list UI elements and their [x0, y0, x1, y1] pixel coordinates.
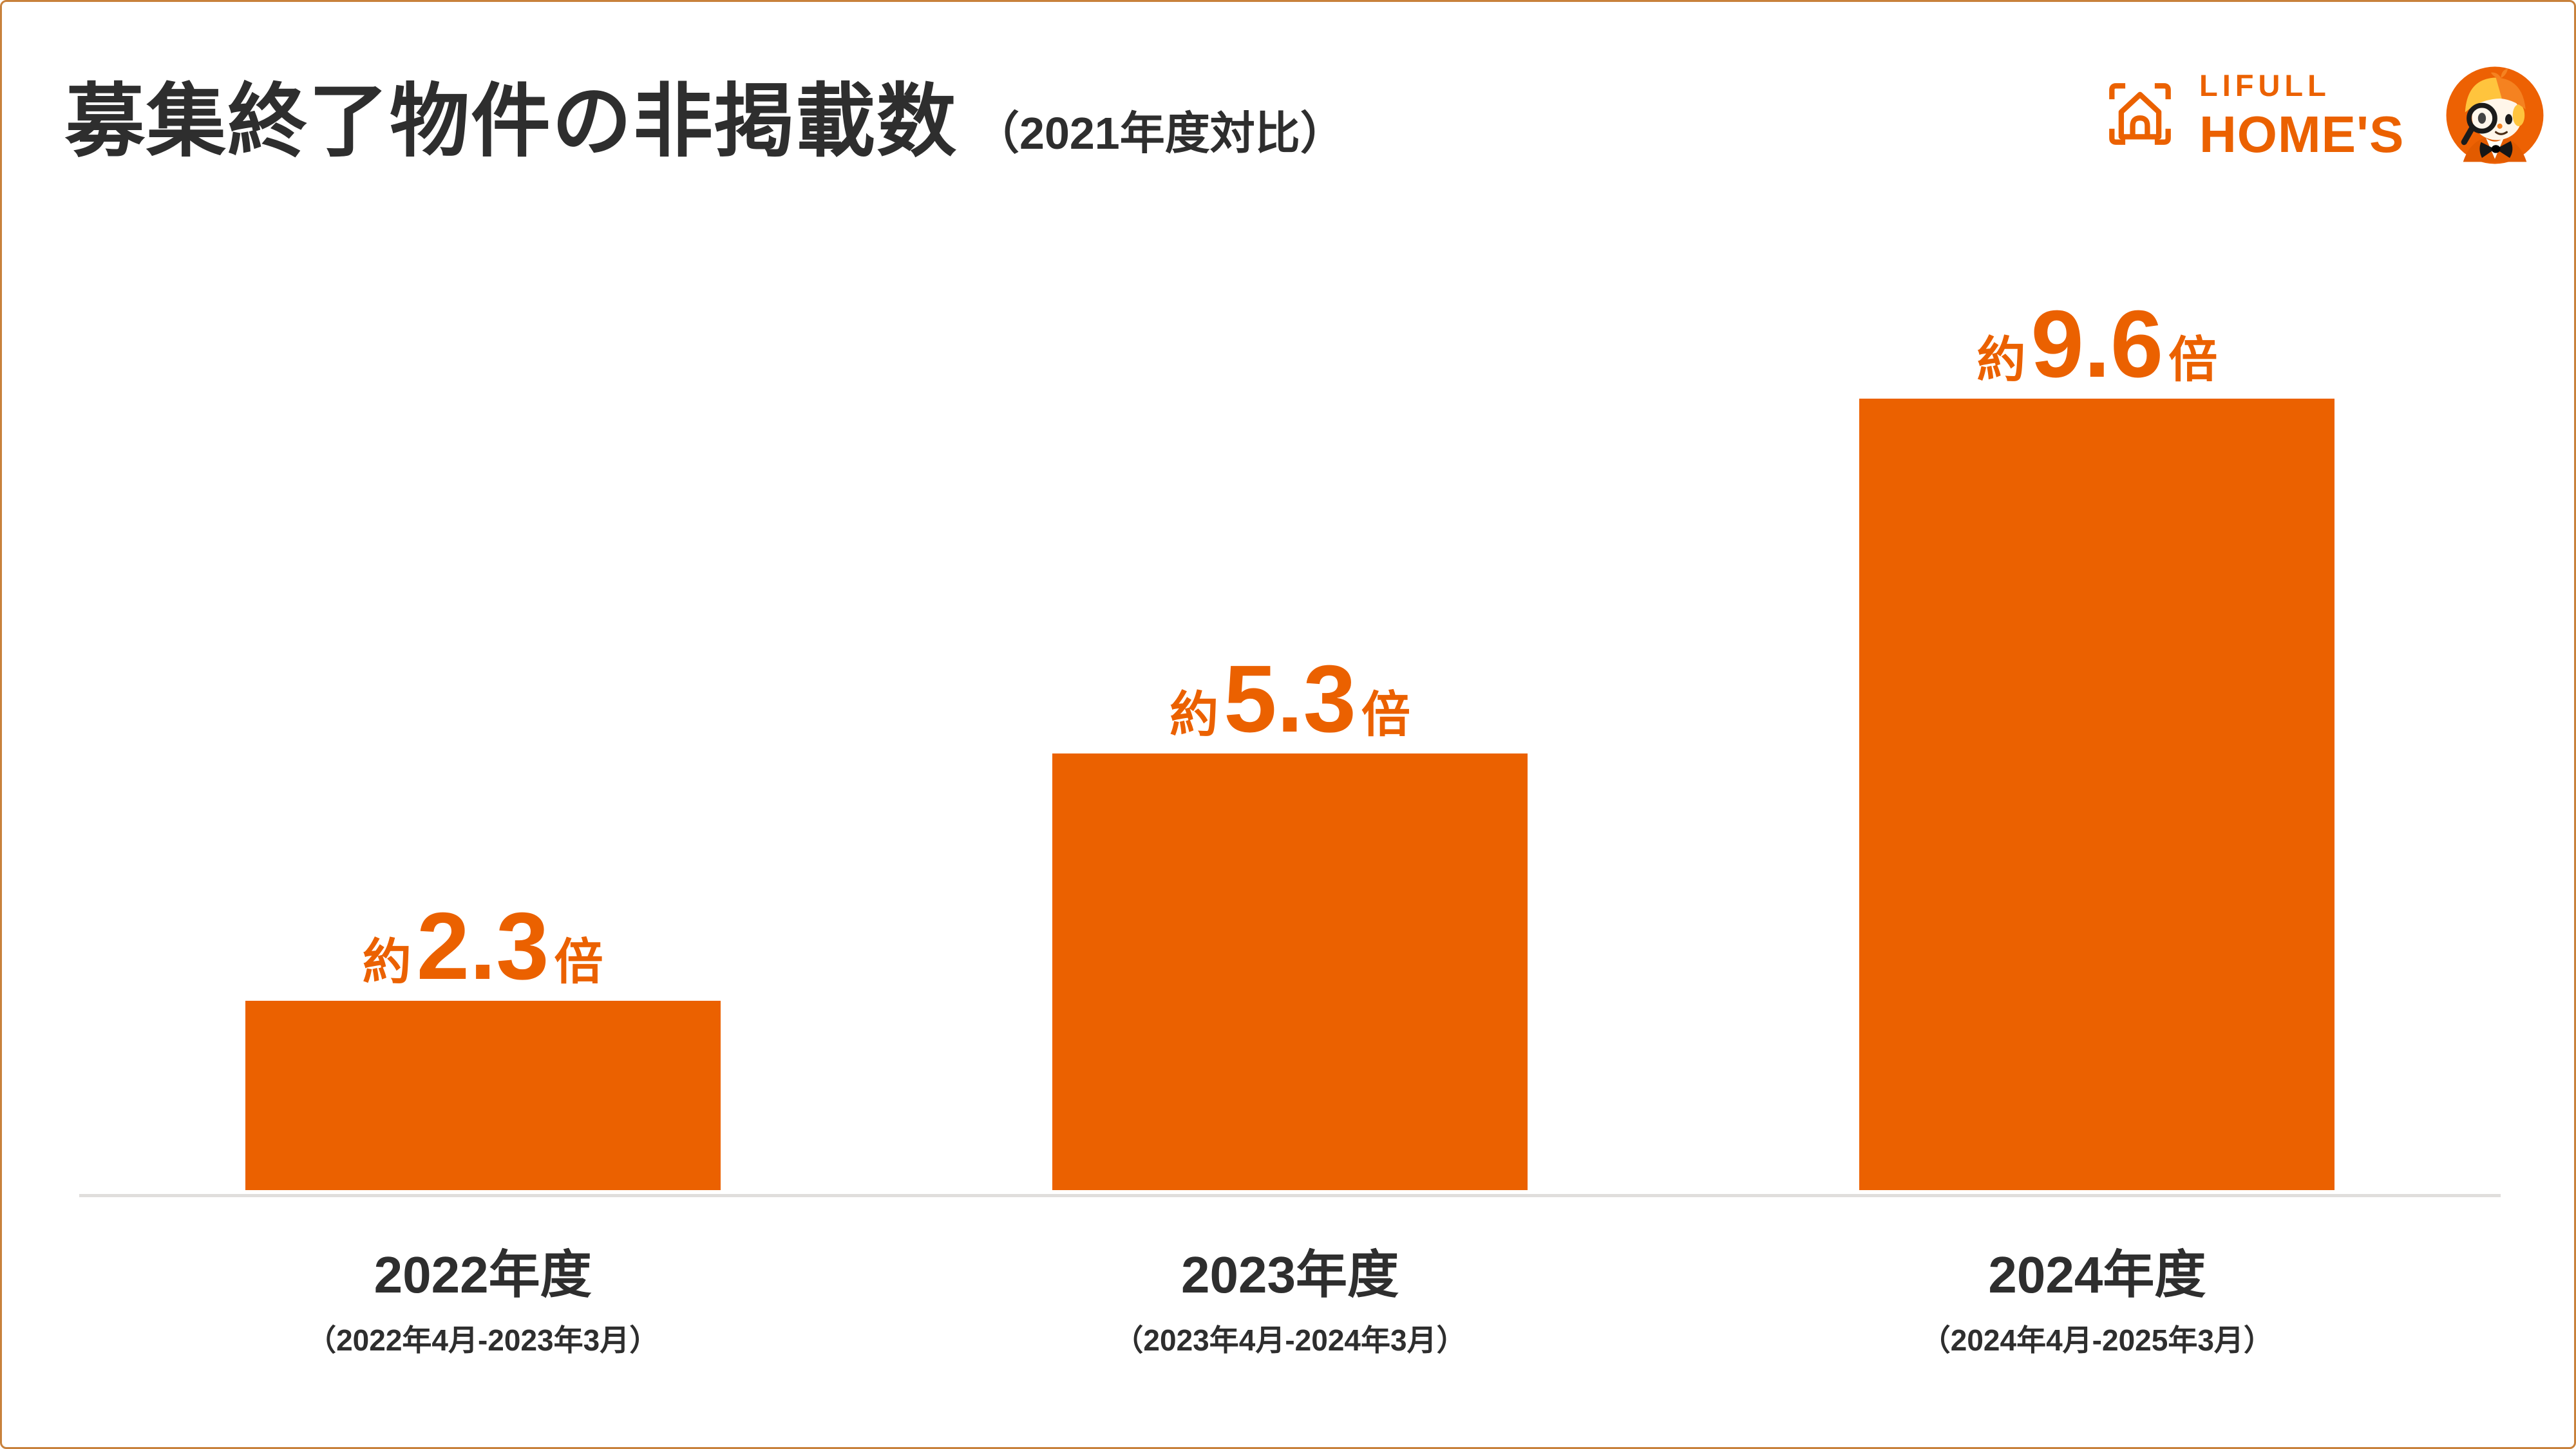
value-number: 5.3: [1224, 646, 1356, 752]
category-label: 2022年度: [374, 1246, 592, 1303]
value-prefix: 約: [362, 935, 412, 990]
value-suffix: 倍: [554, 935, 603, 990]
value-suffix: 倍: [2168, 333, 2218, 388]
bar-value-label: 約9.6 倍: [1775, 297, 2419, 392]
x-axis-line: [79, 1194, 2501, 1197]
bar: [1052, 753, 1528, 1190]
value-number: 2.3: [416, 893, 549, 999]
logo-text-homes: HOME'S: [2199, 106, 2405, 163]
homes-kun-detective-mascot-icon: [2446, 66, 2544, 164]
category-label: 2023年度: [1181, 1246, 1399, 1303]
value-prefix: 約: [1170, 688, 1219, 743]
chart-title: 募集終了物件の非掲載数: [65, 77, 958, 166]
value-number: 9.6: [2031, 291, 2164, 397]
chart-subtitle: （2021年度対比）: [974, 108, 1345, 158]
bar-value-label: 約2.3 倍: [161, 899, 805, 994]
logo-text-lifull: LIFULL: [2199, 68, 2331, 102]
house-viewfinder-icon: [2109, 83, 2171, 145]
category-label: 2024年度: [1988, 1246, 2206, 1303]
value-prefix: 約: [1976, 333, 2026, 388]
category-period-label: （2023年4月-2024年3月）: [1113, 1323, 1466, 1357]
bar-value-label: 約5.3 倍: [968, 652, 1612, 747]
category-period-label: （2022年4月-2023年3月）: [307, 1323, 659, 1357]
page-title: 募集終了物件の非掲載数 （2021年度対比）: [65, 56, 1345, 172]
logo-wordmark: LIFULL HOME'S: [2199, 70, 2404, 160]
category-period-label: （2024年4月-2025年3月）: [1920, 1323, 2273, 1357]
value-suffix: 倍: [1361, 688, 1410, 743]
bar: [1859, 399, 2335, 1190]
bar: [245, 1001, 721, 1190]
